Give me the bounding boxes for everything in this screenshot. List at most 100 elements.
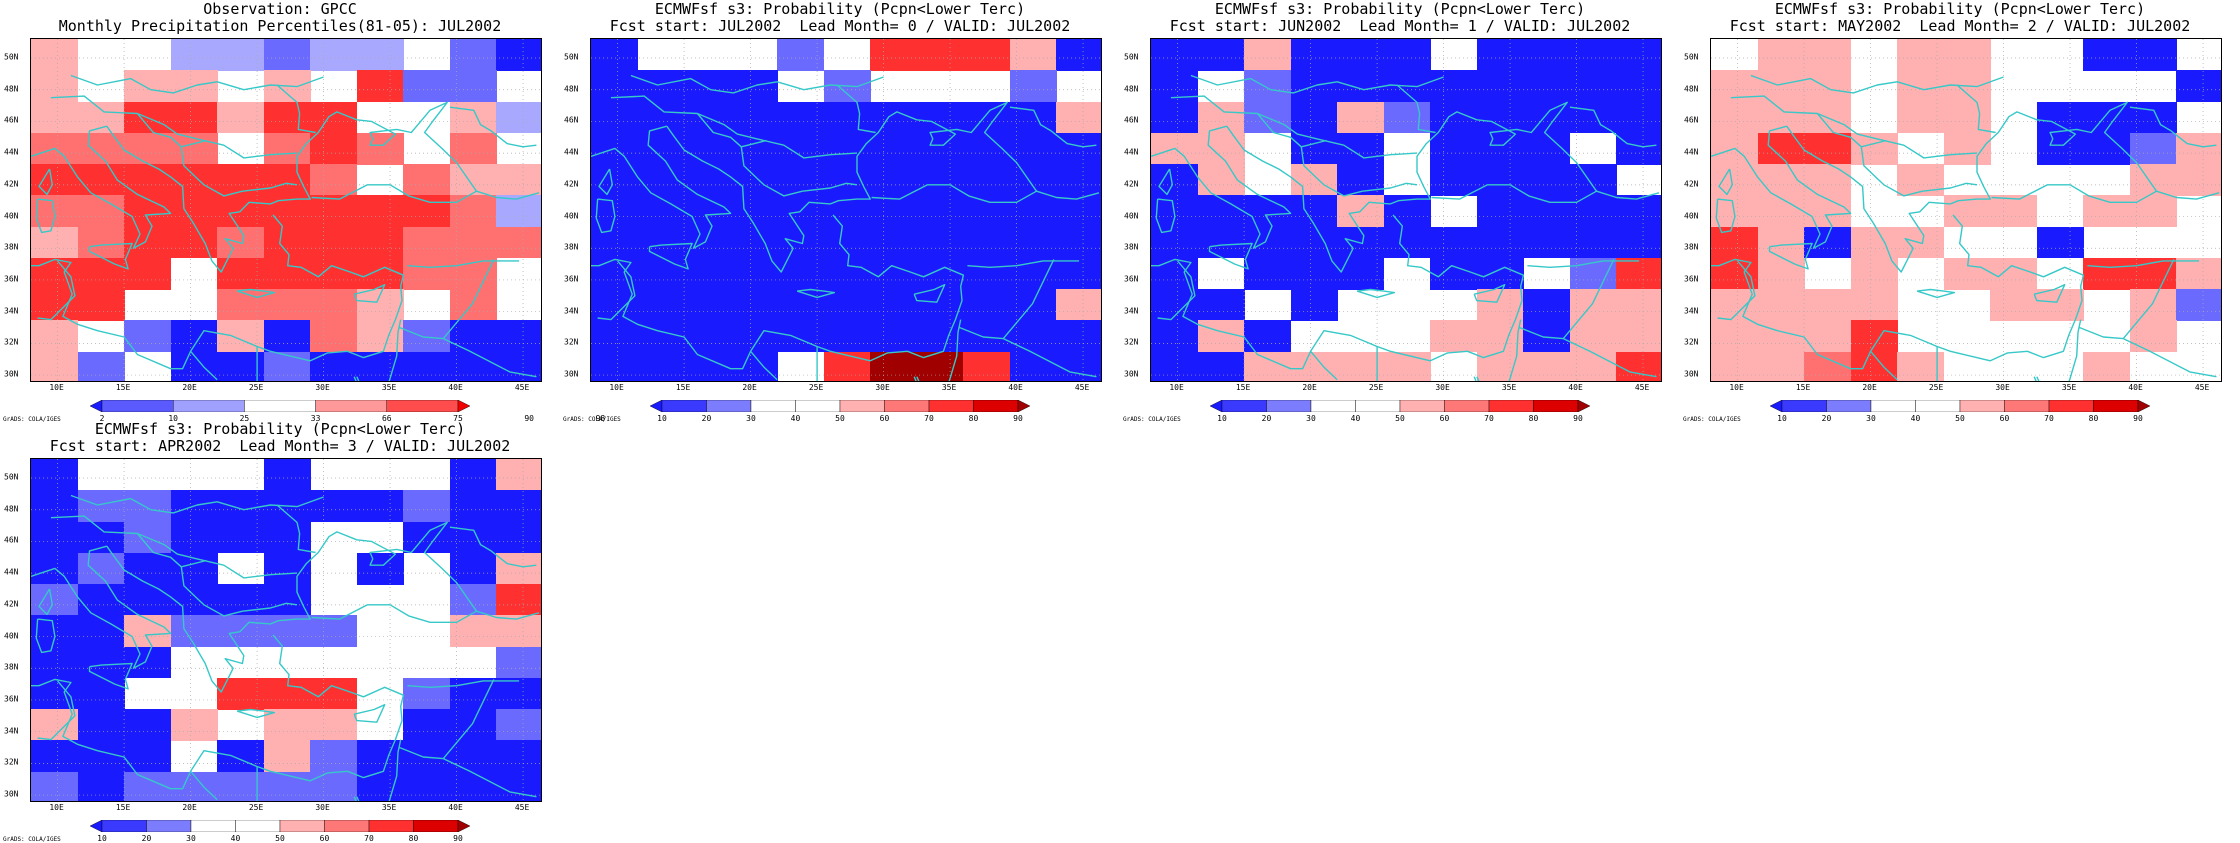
colorbar-label: 20 [1261, 414, 1272, 423]
grid-cell [1569, 164, 1617, 196]
colorbar-label: 33 [310, 414, 321, 423]
grid-cell [170, 164, 218, 196]
grid-cell [1151, 101, 1199, 134]
grid-cell [1383, 101, 1431, 134]
grid-cell [870, 195, 918, 228]
grid-cell [1569, 289, 1617, 321]
grid-cell [1523, 226, 1571, 259]
grid-cell [637, 320, 685, 353]
grid-cell [2129, 132, 2177, 165]
coastline [1002, 259, 1055, 340]
panel-title: ECMWFsf s3: Probability (Pcpn<Lower Terc… [1214, 0, 1586, 18]
lon-tick-label: 40E [448, 383, 463, 392]
coastline [136, 113, 298, 197]
coastline [610, 95, 858, 159]
coastline [836, 84, 876, 134]
coastline [913, 283, 946, 303]
colorbar-swatch [1399, 400, 1445, 412]
colorbar [650, 400, 1030, 412]
grid-cell [1804, 132, 1852, 165]
coastline [1715, 198, 1736, 234]
lon-tick-label: 10E [1729, 383, 1744, 392]
grid-cell [1197, 320, 1245, 353]
grid-cell [31, 584, 79, 616]
grid-cell [356, 70, 404, 103]
colorbar-label: 40 [230, 834, 241, 843]
grid-cell [637, 351, 685, 381]
grid-cell [449, 459, 497, 491]
lat-tick-label: 38N [564, 242, 579, 252]
colorbar-swatch [1959, 400, 2005, 412]
lon-tick-label: 40E [1008, 383, 1023, 392]
lat-tick-label: 38N [4, 242, 19, 252]
grid-cell [1009, 164, 1057, 196]
grads-credit: GrADS: COLA/IGES [1683, 416, 1741, 423]
grid-cell [310, 39, 358, 71]
colorbar-swatches [650, 400, 1030, 412]
grid-cell [1711, 164, 1759, 196]
lon-tick-label: 25E [248, 383, 264, 392]
grid-cell [263, 39, 311, 71]
grid-cell [1151, 226, 1199, 259]
grid-cell [870, 289, 918, 321]
coastline [37, 680, 76, 741]
lat-tick-label: 42N [4, 599, 19, 609]
lat-tick-label: 36N [1124, 274, 1139, 284]
coastlines [1711, 74, 2220, 381]
grid-cell [217, 771, 265, 801]
colorbar-swatch [2004, 400, 2050, 412]
colorbar-swatch [1266, 400, 1312, 412]
colorbar-label: 10 [1217, 414, 1227, 423]
grid-cell [1616, 195, 1661, 228]
grid-cell [496, 459, 541, 491]
grid-cell [777, 164, 825, 196]
grid-cell [1244, 195, 1292, 228]
grid-cell [496, 740, 541, 773]
grid-cell [637, 289, 685, 321]
colorbar [90, 820, 470, 832]
grid-cell [777, 101, 825, 134]
grid-cell [310, 289, 358, 321]
grid-cell [449, 70, 497, 103]
lat-tick-label: 32N [564, 337, 579, 347]
grid-cell [263, 351, 311, 381]
grid-cell [2129, 320, 2177, 353]
grid-cell [217, 351, 265, 381]
grid-cell [356, 226, 404, 259]
colorbar-swatch [90, 820, 103, 832]
lat-tick-label: 44N [4, 567, 19, 577]
colorbar-swatch [1221, 400, 1267, 412]
coastline [2079, 326, 2217, 378]
grid-cell [1990, 195, 2038, 228]
grid-cell [1523, 164, 1571, 196]
lon-tick-label: 25E [808, 383, 824, 392]
grads-credit: GrADS: COLA/IGES [563, 416, 621, 423]
colorbar-swatches [90, 820, 470, 832]
coastline [1036, 190, 1100, 200]
lat-tick-label: 30N [564, 369, 579, 379]
coastline [1396, 84, 1436, 134]
lon-tick-label: 10E [49, 383, 64, 392]
grid-cell [449, 101, 497, 134]
graticule [31, 39, 541, 381]
colorbar-label: 10 [97, 834, 107, 843]
colorbar-swatch [1488, 400, 1534, 412]
grid-cell [1569, 320, 1617, 353]
lat-tick-label: 38N [1684, 242, 1699, 252]
grid-cell [1197, 351, 1245, 381]
colorbar-label: 30 [1866, 414, 1876, 423]
lat-tick-label: 50N [4, 52, 19, 62]
colorbar-swatch [661, 400, 707, 412]
colorbar [1770, 400, 2150, 412]
grid-cell [1009, 39, 1057, 71]
lon-tick-label: 40E [448, 803, 463, 812]
grid-cell [1616, 39, 1661, 71]
coastline [38, 588, 53, 616]
grid-cell [1337, 101, 1385, 134]
grid-cell [1009, 351, 1057, 381]
coastline [959, 326, 1097, 378]
colorbar-swatch [386, 400, 459, 412]
grid-cell [1151, 164, 1199, 196]
colorbar-label: 80 [1528, 414, 1539, 423]
lat-tick-label: 36N [1684, 274, 1699, 284]
